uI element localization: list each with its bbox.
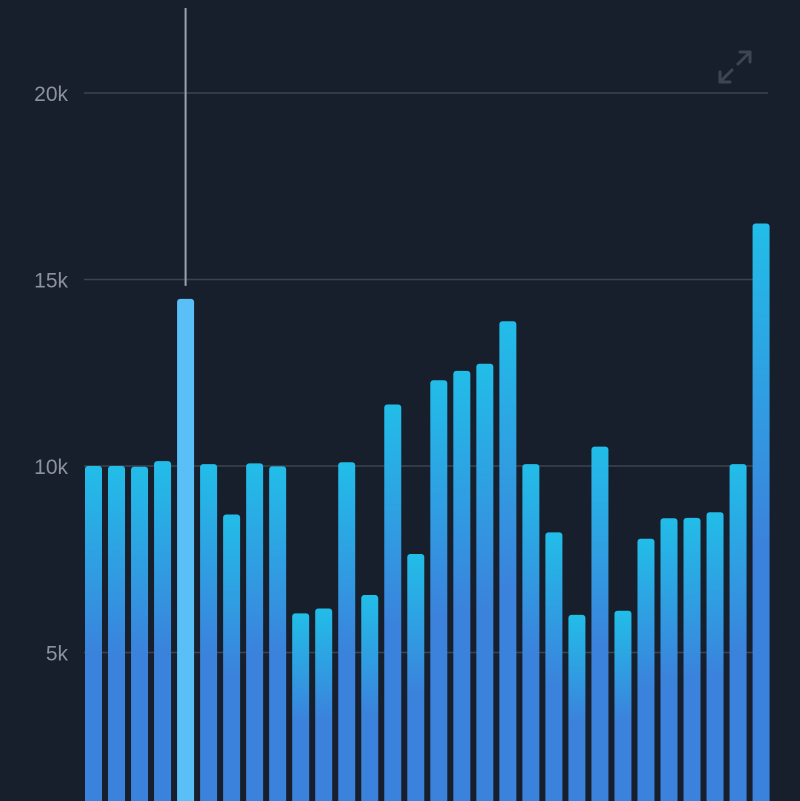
y-tick-label: 5k [46,643,69,666]
bar[interactable] [591,446,609,801]
bar[interactable] [637,538,655,801]
bar[interactable] [85,466,102,801]
y-tick-label: 20k [34,83,68,106]
bar[interactable] [752,223,770,801]
bar[interactable] [269,466,287,801]
expand-arrows-icon [718,50,752,84]
bar[interactable] [338,462,356,801]
bar[interactable] [522,464,540,801]
bar[interactable] [430,380,448,801]
y-tick-label: 10k [34,456,68,479]
bar[interactable] [108,466,126,801]
bar[interactable] [361,595,379,801]
bar[interactable] [384,404,402,801]
bar[interactable] [614,610,632,801]
expand-button[interactable] [714,46,756,88]
bar[interactable] [246,463,264,801]
bar[interactable] [131,466,149,801]
bar[interactable] [407,554,425,801]
bar[interactable] [453,370,471,801]
bar[interactable] [568,614,586,801]
bar[interactable] [499,321,517,801]
bar[interactable] [315,608,333,801]
bar[interactable] [292,613,310,801]
bar[interactable] [177,298,195,801]
bar[interactable] [200,464,218,801]
bar[interactable] [729,464,747,801]
bar[interactable] [545,532,563,801]
bar[interactable] [683,517,701,801]
bar[interactable] [706,512,724,801]
y-axis-tick-labels: 5k 10k 15k 20k [34,83,68,666]
bar[interactable] [476,363,494,801]
bar[interactable] [154,461,172,801]
bar[interactable] [223,514,241,801]
bar[interactable] [660,518,678,801]
bars[interactable] [85,223,770,801]
y-tick-label: 15k [34,270,68,293]
